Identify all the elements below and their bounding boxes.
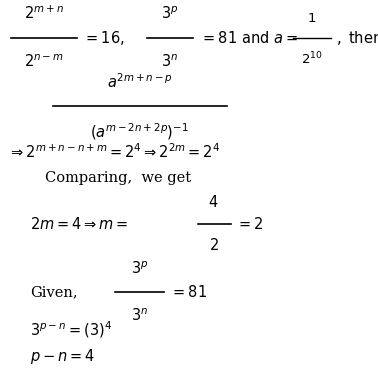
Text: $a^{2m+n-p}$: $a^{2m+n-p}$ (107, 72, 173, 91)
Text: $3^{n}$: $3^{n}$ (161, 54, 179, 70)
Text: $4$: $4$ (208, 194, 219, 210)
Text: Comparing,  we get: Comparing, we get (45, 171, 192, 185)
Text: $2^{m+n}$: $2^{m+n}$ (23, 5, 64, 22)
Text: $2^{n-m}$: $2^{n-m}$ (23, 54, 64, 70)
Text: $= 16,$: $= 16,$ (83, 29, 125, 47)
Text: $1$: $1$ (307, 12, 316, 25)
Text: $2^{10}$: $2^{10}$ (301, 51, 323, 67)
Text: $3^{n}$: $3^{n}$ (131, 307, 149, 324)
Text: $(a^{m-2n+2p})^{-1}$: $(a^{m-2n+2p})^{-1}$ (90, 121, 189, 142)
Text: $= 81$: $= 81$ (170, 284, 207, 300)
Text: $= 2$: $= 2$ (236, 216, 264, 232)
Text: $2m = 4 \Rightarrow m =$: $2m = 4 \Rightarrow m =$ (30, 216, 129, 232)
Text: Given,: Given, (30, 285, 78, 299)
Text: $= 81$ and $a =$: $= 81$ and $a =$ (200, 30, 298, 46)
Text: $,$ then: $,$ then (336, 29, 378, 47)
Text: $3^{p}$: $3^{p}$ (161, 5, 179, 22)
Text: $3^{p}$: $3^{p}$ (131, 260, 149, 277)
Text: $3^{p-n} = (3)^4$: $3^{p-n} = (3)^4$ (30, 319, 112, 340)
Text: $2$: $2$ (209, 237, 218, 253)
Text: $p - n = 4$: $p - n = 4$ (30, 347, 95, 366)
Text: $\Rightarrow 2^{m+n-n+m} = 2^4 \Rightarrow 2^{2m} = 2^4$: $\Rightarrow 2^{m+n-n+m} = 2^4 \Rightarr… (8, 142, 220, 161)
